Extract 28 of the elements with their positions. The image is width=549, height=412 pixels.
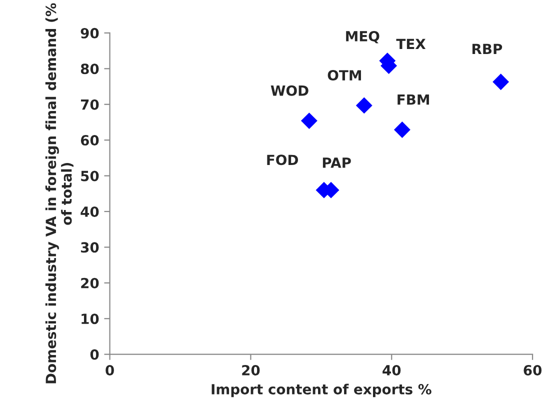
y-tick-label: 0 (90, 349, 99, 360)
y-tick-label: 50 (81, 170, 99, 182)
annotation: WOD (270, 85, 308, 96)
annotation: FOD (267, 154, 298, 166)
x-axis-title: Import content of exports % (212, 384, 432, 398)
y-tick-label: 80 (80, 64, 99, 74)
annotation: FBM (398, 94, 429, 105)
annotation: TEX (396, 38, 426, 50)
point (394, 122, 410, 138)
x-tick-label: 20 (242, 364, 260, 376)
x-tick-label: 60 (524, 364, 542, 376)
annotation: MEQ (346, 30, 380, 44)
point (300, 112, 318, 130)
annotation: PAP (322, 158, 351, 168)
y-axis-title: Domestic industry VA in foreign final demand (% of total) (45, 3, 74, 384)
y-tick-label: 10 (82, 314, 99, 324)
y-tick-label: 20 (81, 278, 99, 288)
y-tick-label: 70 (80, 99, 99, 110)
annotation: OTM (328, 70, 361, 81)
x-tick-label: 40 (382, 364, 401, 376)
y-tick-label: 90 (80, 28, 99, 38)
y-tick-label: 40 (80, 206, 99, 217)
y-tick-label: 30 (80, 242, 99, 253)
y-tick-label: 60 (80, 135, 99, 146)
x-tick-label: 0 (106, 364, 114, 376)
annotation: RBP (472, 44, 502, 54)
point (492, 74, 510, 90)
point (356, 97, 372, 114)
